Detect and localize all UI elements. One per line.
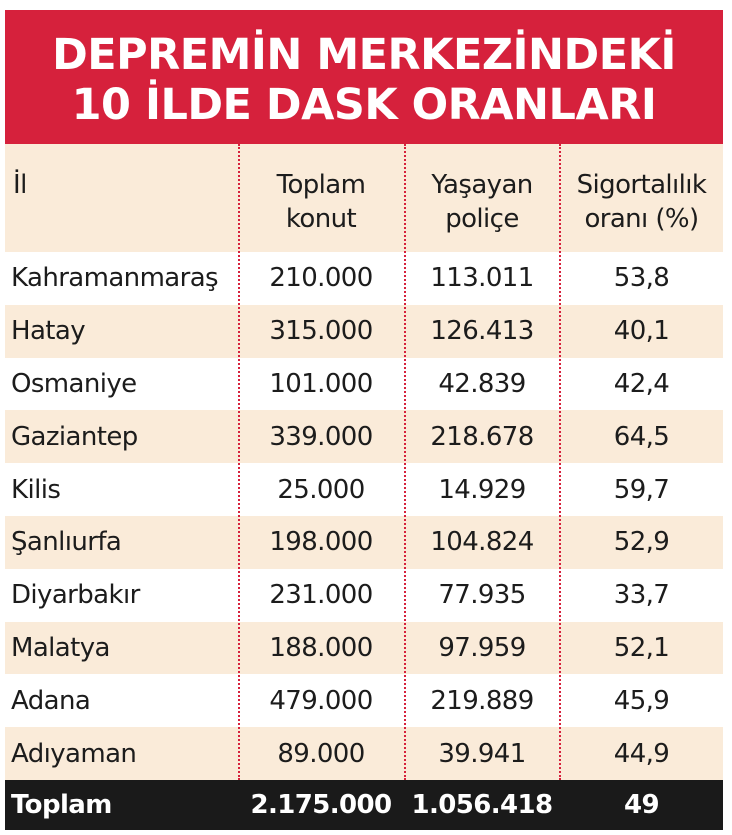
cell-il: Adana <box>11 685 91 716</box>
cell-yasayan-police: 219.889 <box>430 685 534 716</box>
cell-yasayan-police: 42.839 <box>438 368 526 399</box>
cell-il: Hatay <box>11 316 86 347</box>
cell-il: Kilis <box>11 474 61 505</box>
table-row: Kilis 25.000 14.929 59,7 <box>5 463 723 516</box>
cell-yasayan-police: 97.959 <box>438 632 526 663</box>
cell-toplam-konut: 25.000 <box>277 474 365 505</box>
title-line-1: DEPREMİN MERKEZİNDEKİ <box>52 30 676 80</box>
cell-yasayan-police: 104.824 <box>430 527 534 558</box>
table-row: Diyarbakır 231.000 77.935 33,7 <box>5 568 723 622</box>
cell-il: Osmaniye <box>11 368 137 399</box>
cell-sigortalilik-orani: 33,7 <box>613 580 670 611</box>
cell-sigortalilik-orani: 42,4 <box>613 368 670 399</box>
cell-yasayan-police: 126.413 <box>430 316 534 347</box>
table-row: Şanlıurfa 198.000 104.824 52,9 <box>5 516 723 569</box>
total-label: Toplam <box>11 790 112 820</box>
table-header-row: İl Toplam konut Yaşayan poliçe Sigortalı… <box>5 144 723 252</box>
column-divider <box>404 144 406 780</box>
column-divider <box>238 144 240 780</box>
cell-sigortalilik-orani: 64,5 <box>613 421 670 452</box>
table-row: Hatay 315.000 126.413 40,1 <box>5 304 723 358</box>
total-yasayan-police: 1.056.418 <box>411 790 554 820</box>
cell-toplam-konut: 339.000 <box>269 421 373 452</box>
header-il: İl <box>13 170 27 200</box>
cell-yasayan-police: 14.929 <box>438 474 526 505</box>
header-yasayan-police: Yaşayan poliçe <box>431 170 533 234</box>
cell-toplam-konut: 188.000 <box>269 632 373 663</box>
cell-toplam-konut: 198.000 <box>269 527 373 558</box>
cell-toplam-konut: 315.000 <box>269 316 373 347</box>
cell-il: Malatya <box>11 632 110 663</box>
cell-toplam-konut: 479.000 <box>269 685 373 716</box>
cell-yasayan-police: 113.011 <box>430 263 534 294</box>
cell-yasayan-police: 77.935 <box>438 580 526 611</box>
cell-toplam-konut: 210.000 <box>269 263 373 294</box>
cell-toplam-konut: 101.000 <box>269 368 373 399</box>
cell-sigortalilik-orani: 52,1 <box>613 632 670 663</box>
cell-sigortalilik-orani: 59,7 <box>613 474 670 505</box>
cell-yasayan-police: 39.941 <box>438 738 526 769</box>
cell-il: Şanlıurfa <box>11 527 122 558</box>
total-toplam-konut: 2.175.000 <box>250 790 393 820</box>
cell-il: Gaziantep <box>11 421 138 452</box>
cell-sigortalilik-orani: 52,9 <box>613 527 670 558</box>
total-sigortalilik-orani: 49 <box>624 790 660 820</box>
cell-sigortalilik-orani: 44,9 <box>613 738 670 769</box>
table-row: Osmaniye 101.000 42.839 42,4 <box>5 357 723 411</box>
table-row: Gaziantep 339.000 218.678 64,5 <box>5 410 723 464</box>
cell-il: Kahramanmaraş <box>11 263 219 294</box>
cell-il: Diyarbakır <box>11 580 140 611</box>
cell-sigortalilik-orani: 45,9 <box>613 685 670 716</box>
table-row: Malatya 188.000 97.959 52,1 <box>5 621 723 675</box>
header-sigortalilik-orani: Sigortalılık oranı (%) <box>576 170 707 234</box>
column-divider <box>559 144 561 780</box>
cell-il: Adıyaman <box>11 738 137 769</box>
table-row: Kahramanmaraş 210.000 113.011 53,8 <box>5 252 723 305</box>
cell-sigortalilik-orani: 53,8 <box>613 263 670 294</box>
table-row: Adıyaman 89.000 39.941 44,9 <box>5 727 723 780</box>
cell-toplam-konut: 89.000 <box>277 738 365 769</box>
cell-yasayan-police: 218.678 <box>430 421 534 452</box>
header-toplam-konut: Toplam konut <box>276 170 366 234</box>
table-row: Adana 479.000 219.889 45,9 <box>5 674 723 728</box>
cell-sigortalilik-orani: 40,1 <box>613 316 670 347</box>
table-title: DEPREMİN MERKEZİNDEKİ 10 İLDE DASK ORANL… <box>5 10 723 144</box>
table-total-row: Toplam 2.175.000 1.056.418 49 <box>5 780 723 830</box>
cell-toplam-konut: 231.000 <box>269 580 373 611</box>
title-line-2: 10 İLDE DASK ORANLARI <box>71 80 657 130</box>
